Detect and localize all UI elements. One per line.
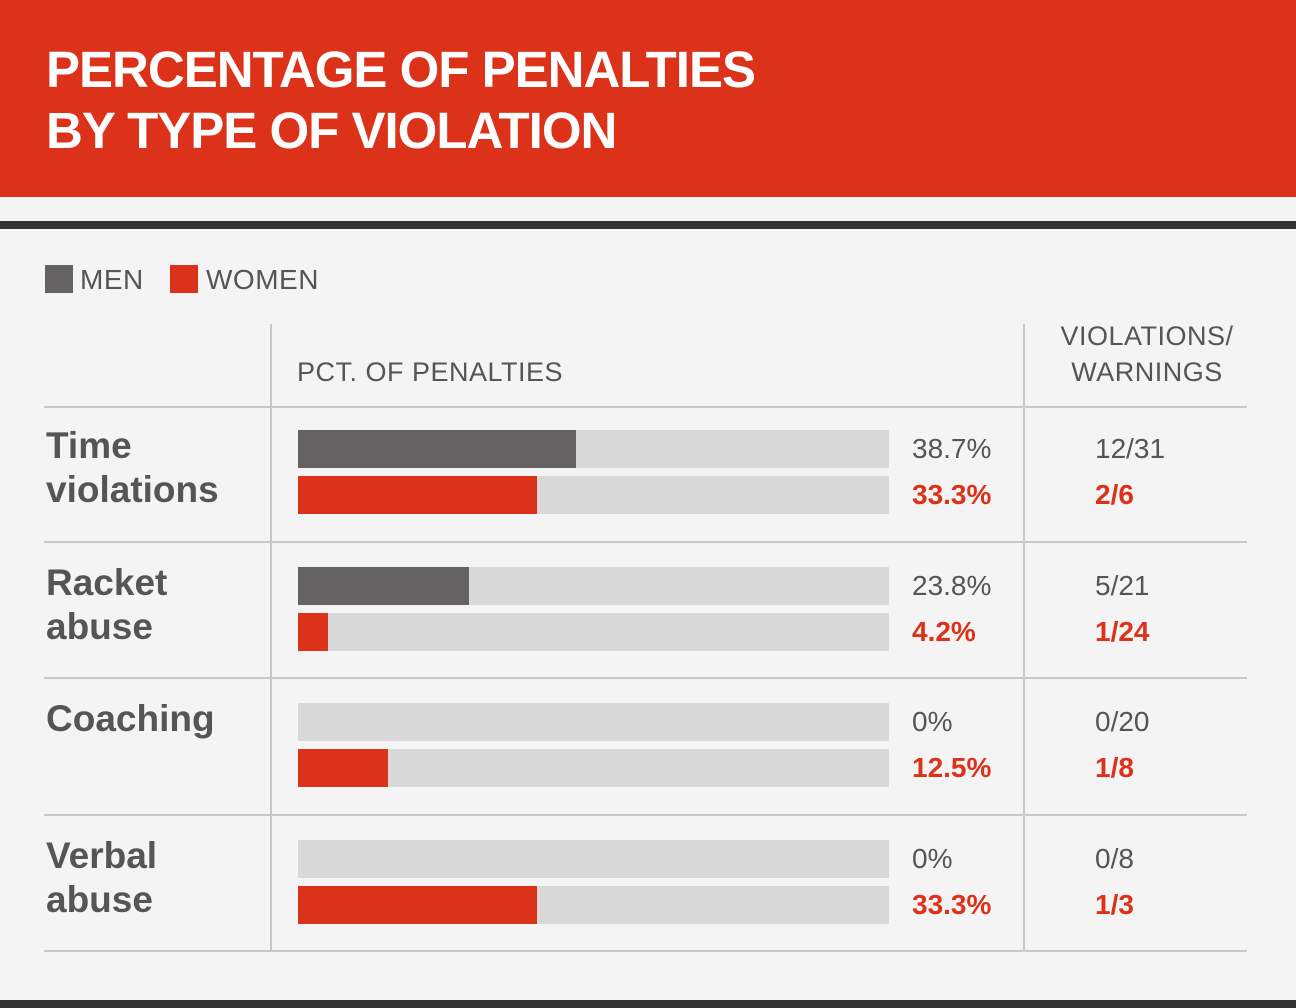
value-label-men: 0% [912, 842, 953, 874]
chart-title-line-2: BY TYPE OF VIOLATION [46, 102, 617, 159]
category-label-line: Coaching [46, 698, 215, 739]
category-label-line: Racket [46, 561, 168, 603]
row-separator [44, 677, 1247, 679]
value-label-women: 4.2% [912, 615, 976, 647]
bar-men [298, 430, 576, 468]
value-label-women: 33.3% [912, 888, 992, 920]
ratio-divider [1023, 324, 1025, 950]
legend-label-women: WOMEN [206, 264, 319, 295]
ratio-label-men: 0/8 [1095, 842, 1134, 874]
bar-track-men [298, 430, 889, 468]
chart-title-line-1: PERCENTAGE OF PENALTIES [46, 41, 756, 98]
bar-women [298, 885, 538, 924]
bar-women [298, 476, 538, 514]
category-label: Verbal abuse [46, 834, 266, 922]
legend-label-men: MEN [80, 264, 144, 295]
legend-swatch-women [170, 265, 198, 293]
category-label-line: violations [46, 469, 219, 510]
bar-women [298, 612, 329, 651]
bar-track-women [298, 612, 889, 651]
row-separator [44, 950, 1247, 952]
category-label-line: Verbal [46, 834, 158, 876]
bar-track-men [298, 839, 889, 878]
bar-track-women [298, 476, 889, 514]
ratio-label-men: 0/20 [1095, 706, 1150, 737]
bar-track-men [298, 703, 889, 741]
ratio-label-women: 2/6 [1095, 479, 1134, 510]
category-label: Racket abuse [46, 561, 266, 649]
category-label: Coaching [46, 697, 266, 741]
bar-track-men [298, 566, 889, 605]
value-label-women: 12.5% [912, 752, 992, 783]
ratio-column-header-line-2: WARNINGS [1071, 357, 1223, 387]
ratio-column-header-line-1: VIOLATIONS/ [1060, 321, 1234, 351]
ratio-label-men: 12/31 [1095, 433, 1166, 464]
value-label-men: 38.7% [912, 433, 992, 464]
ratio-label-women: 1/24 [1095, 615, 1150, 647]
category-label-line: abuse [46, 605, 153, 647]
value-label-men: 0% [912, 706, 953, 737]
ratio-label-women: 1/8 [1095, 752, 1134, 783]
top-rule [0, 221, 1296, 229]
bar-track-women [298, 885, 889, 924]
legend-swatch-men [45, 265, 73, 293]
bar-track-women [298, 749, 889, 787]
bar-men [298, 566, 469, 605]
category-label-line: abuse [46, 878, 153, 920]
category-label-line: Time [46, 425, 132, 466]
ratio-label-women: 1/3 [1095, 888, 1134, 920]
header-separator [44, 406, 1247, 408]
ratio-label-men: 5/21 [1095, 569, 1150, 601]
title-banner: PERCENTAGE OF PENALTIES BY TYPE OF VIOLA… [0, 0, 1296, 197]
pct-column-header: PCT. OF PENALTIES [297, 357, 564, 387]
bottom-rule [0, 1000, 1296, 1008]
row-separator [44, 813, 1247, 816]
value-label-men: 23.8% [912, 569, 992, 601]
row-separator [44, 540, 1247, 543]
bar-women [298, 749, 388, 787]
category-label: Time violations [46, 424, 266, 512]
value-label-women: 33.3% [912, 479, 992, 510]
category-divider [270, 324, 272, 950]
